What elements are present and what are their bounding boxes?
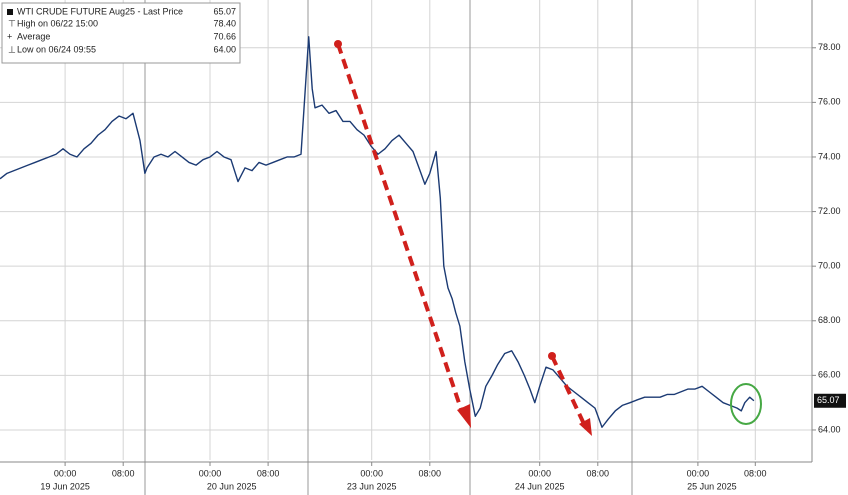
legend-series: WTI CRUDE FUTURE Aug25 - Last Price: [17, 6, 183, 16]
day-label: 25 Jun 2025: [687, 481, 737, 491]
legend-stat: Low on 06/24 09:55: [17, 44, 96, 54]
legend-stat: High on 06/22 15:00: [17, 18, 98, 28]
day-label: 20 Jun 2025: [207, 481, 257, 491]
arrow-heads: [334, 40, 592, 436]
y-tick-label: 74.00: [818, 151, 841, 161]
day-label: 19 Jun 2025: [40, 481, 90, 491]
legend-icon: [7, 9, 13, 15]
last-price-tag: [814, 393, 846, 408]
legend: WTI CRUDE FUTURE Aug25 - Last Price 65.0…: [1, 2, 241, 64]
y-tick-label: 66.00: [818, 370, 841, 380]
legend-value: 64.00: [213, 44, 236, 54]
x-tick-label: 08:00: [419, 468, 442, 478]
x-tick-label: 00:00: [360, 468, 383, 478]
annotations: [336, 43, 586, 425]
x-tick-label: 00:00: [54, 468, 77, 478]
legend-value: 65.07: [213, 6, 236, 16]
arrow-head: [579, 418, 592, 436]
x-tick-label: 00:00: [687, 468, 710, 478]
x-tick-label: 08:00: [257, 468, 280, 478]
plot: [0, 36, 755, 428]
legend-value: 70.66: [213, 31, 236, 41]
legend-icon: +: [7, 31, 12, 41]
arrow-tail: [334, 40, 342, 48]
x-tick-label: 00:00: [528, 468, 551, 478]
legend-icon: ⊤: [8, 18, 16, 28]
arrow-line: [336, 43, 464, 413]
day-label: 23 Jun 2025: [347, 481, 397, 491]
highlight-circle: [730, 383, 762, 425]
y-tick-label: 68.00: [818, 315, 841, 325]
x-tick-label: 08:00: [112, 468, 135, 478]
axes: 64.00 66.00 68.00 70.00 72.00 74.00 76.00 78.00…: [40, 42, 846, 491]
y-tick-label: 70.00: [818, 261, 841, 271]
x-tick-label: 08:00: [587, 468, 610, 478]
x-tick-label: 00:00: [199, 468, 222, 478]
arrow-head: [457, 404, 471, 428]
y-tick-label: 78.00: [818, 42, 841, 52]
legend-icon: ⊥: [8, 44, 16, 54]
arrow-line: [550, 355, 586, 425]
y-tick-label: 76.00: [818, 97, 841, 107]
y-tick-label: 64.00: [818, 424, 841, 434]
grid: [0, 0, 812, 460]
legend-box: [1, 2, 241, 64]
day-label: 24 Jun 2025: [515, 481, 565, 491]
legend-stat: Average: [17, 31, 50, 41]
price-line: [0, 36, 755, 428]
arrow-tail: [548, 352, 556, 360]
legend-value: 78.40: [213, 18, 236, 28]
y-tick-label: 72.00: [818, 206, 841, 216]
last-price-label: 65.07: [817, 395, 840, 405]
x-tick-label: 08:00: [744, 468, 767, 478]
